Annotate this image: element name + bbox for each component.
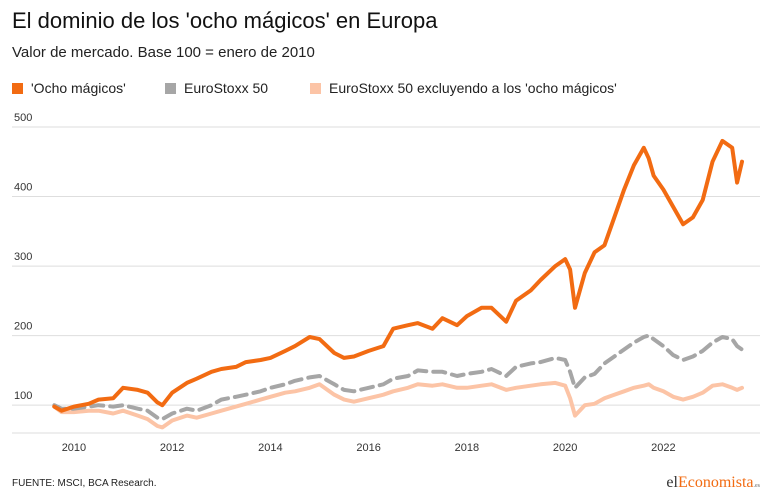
x-tick-label-2010: 2010: [62, 442, 86, 454]
x-tick-label-2022: 2022: [651, 442, 675, 454]
x-tick-label-2014: 2014: [258, 442, 282, 454]
series-line-eurostoxx-50: [52, 333, 744, 422]
legend-swatch-eurostoxx-excluyendo: [310, 82, 321, 94]
chart-title: El dominio de los 'ocho mágicos' en Euro…: [12, 8, 438, 33]
source-note: FUENTE: MSCI, BCA Research.: [12, 478, 157, 489]
series-line-eurostoxx-excluyendo: [52, 380, 744, 430]
legend-item-eurostoxx-50: EuroStoxx 50: [165, 78, 268, 98]
legend-label-eurostoxx-excluyendo: EuroStoxx 50 excluyendo a los 'ocho mági…: [329, 80, 617, 96]
y-tick-label-300: 300: [14, 251, 32, 263]
chart-legend: 'Ocho mágicos' EuroStoxx 50 EuroStoxx 50…: [12, 78, 752, 100]
y-tick-label-400: 400: [14, 182, 32, 194]
legend-swatch-ocho-magicos: [12, 82, 23, 94]
y-tick-label-200: 200: [14, 321, 32, 333]
legend-label-ocho-magicos: 'Ocho mágicos': [31, 80, 126, 96]
x-tick-label-2012: 2012: [160, 442, 184, 454]
x-tick-label-2018: 2018: [455, 442, 479, 454]
line-chart: 100 200 300 400 500 2010 2012 2014 2016 2018 2020 2…: [12, 112, 760, 454]
y-tick-label-100: 100: [14, 390, 32, 402]
legend-item-eurostoxx-excluyendo: EuroStoxx 50 excluyendo a los 'ocho mági…: [310, 78, 617, 98]
brand-logo: elEconomista.es: [666, 474, 760, 491]
series-line-ocho-magicos: [52, 138, 744, 413]
legend-item-ocho-magicos: 'Ocho mágicos': [12, 78, 126, 98]
legend-label-eurostoxx-50: EuroStoxx 50: [184, 80, 269, 96]
legend-swatch-eurostoxx-50: [165, 82, 176, 94]
x-tick-label-2020: 2020: [553, 442, 577, 454]
chart-subtitle: Valor de mercado. Base 100 = enero de 20…: [12, 44, 315, 61]
x-tick-label-2016: 2016: [356, 442, 380, 454]
y-tick-label-500: 500: [14, 112, 32, 124]
